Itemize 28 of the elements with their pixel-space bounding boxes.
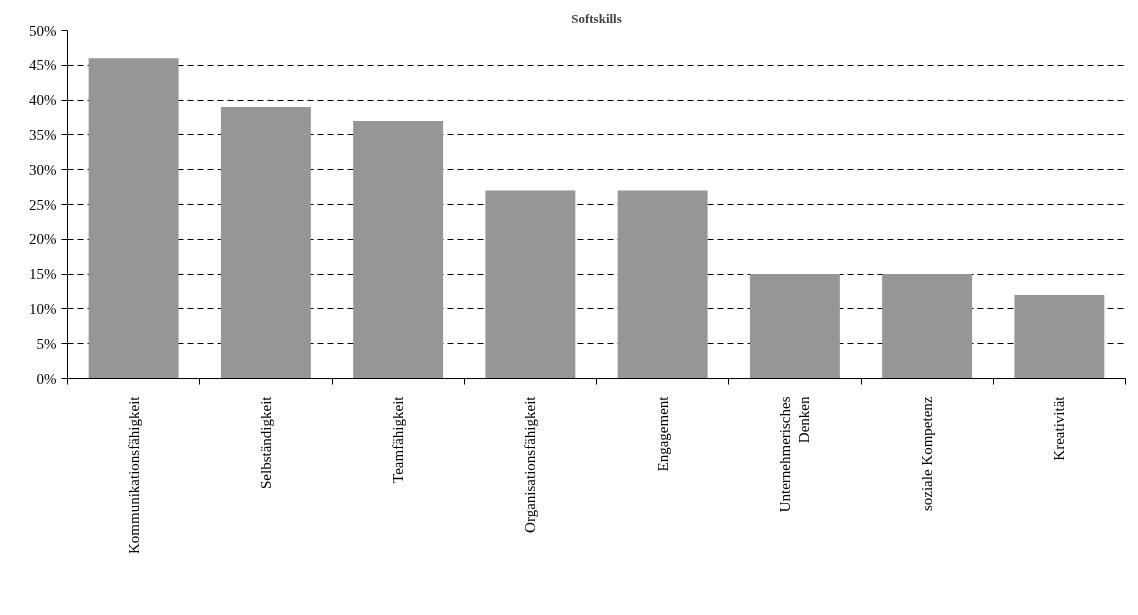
bar — [485, 190, 576, 379]
bar — [749, 274, 840, 379]
y-tick-label: 20% — [29, 231, 57, 248]
bar — [1014, 294, 1105, 379]
bar — [882, 274, 973, 379]
bar — [220, 107, 311, 379]
y-tick-label: 25% — [29, 196, 57, 213]
x-tick-label: Organisationsfähigkeit — [522, 395, 539, 533]
bar — [353, 120, 444, 379]
x-tick-label: Kommunikationsfähigkeit — [125, 395, 142, 554]
y-tick-label: 40% — [29, 92, 57, 109]
y-tick-label: 30% — [29, 161, 57, 178]
bar — [88, 58, 179, 379]
y-tick-label: 0% — [36, 370, 57, 387]
y-tick-label: 45% — [29, 57, 57, 74]
x-tick-label: Selbständigkeit — [257, 395, 274, 489]
y-tick-label: 5% — [36, 335, 57, 352]
y-tick-label: 35% — [29, 126, 57, 143]
x-tick-label: Kreativität — [1051, 395, 1068, 461]
bar — [617, 190, 708, 379]
x-tick-label: soziale Kompetenz — [919, 396, 936, 512]
y-tick-label: 50% — [29, 22, 57, 39]
y-tick-label: 10% — [29, 300, 57, 317]
x-tick-label: Teamfähigkeit — [390, 395, 407, 483]
chart-title: Softskills — [571, 10, 622, 26]
x-tick-label: Engagement — [654, 395, 671, 472]
x-tick-label: Unternehmerisches Denken — [777, 396, 813, 513]
y-tick-label: 15% — [29, 266, 57, 283]
